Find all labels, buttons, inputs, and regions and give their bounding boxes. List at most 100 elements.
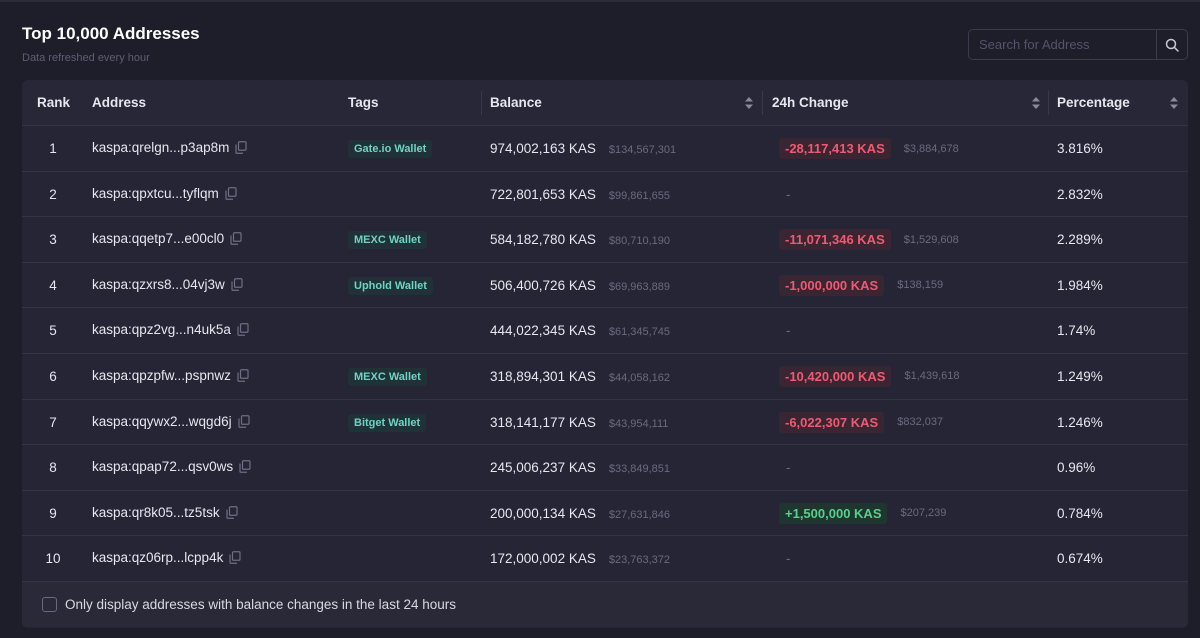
address-cell: kaspa:qr8k05...tz5tsk <box>92 505 238 520</box>
balance-cell: 506,400,726 KAS $69,963,889 <box>490 278 670 293</box>
column-header-rank: Rank <box>37 95 71 110</box>
balance-usd: $43,954,111 <box>608 417 669 430</box>
change-kas-badge: -11,071,346 KAS <box>779 229 891 251</box>
address-cell: kaspa:qpxtcu...tyflqm <box>92 186 237 201</box>
change-usd: $207,239 <box>900 507 947 520</box>
rank-cell: 4 <box>49 277 57 293</box>
sort-icon[interactable] <box>744 96 754 110</box>
change-cell: -6,022,307 KAS $832,037 <box>779 411 944 433</box>
balance-kas: 444,022,345 KAS <box>490 323 596 339</box>
percentage-cell: 1.249% <box>1057 368 1103 384</box>
copy-icon[interactable] <box>225 505 238 519</box>
balance-cell: 722,801,653 KAS $99,861,655 <box>490 187 670 202</box>
change-empty: - <box>786 323 791 339</box>
change-kas-badge: -10,420,000 KAS <box>779 365 892 387</box>
table-row[interactable]: 8 kaspa:qpap72...qsv0ws 245,006,237 KAS … <box>22 445 1188 491</box>
change-kas-badge: -6,022,307 KAS <box>779 411 885 433</box>
percentage-cell: 1.246% <box>1057 414 1103 430</box>
column-header-percentage[interactable]: Percentage <box>1057 95 1130 110</box>
rank-cell: 2 <box>49 186 57 202</box>
address-cell: kaspa:qrelgn...p3ap8m <box>92 140 247 155</box>
balance-usd: $23,763,372 <box>608 554 671 567</box>
balance-kas: 318,141,177 KAS <box>490 414 596 430</box>
balance-cell: 318,894,301 KAS $44,058,162 <box>490 369 670 384</box>
balance-usd: $99,861,655 <box>608 189 671 202</box>
top-border <box>0 0 1200 2</box>
balance-cell: 318,141,177 KAS $43,954,111 <box>490 415 668 430</box>
change-cell: -1,000,000 KAS $138,159 <box>779 274 944 296</box>
address-cell: kaspa:qqywx2...wqgd6j <box>92 414 250 429</box>
table-row[interactable]: 5 kaspa:qpz2vg...n4uk5a 444,022,345 KAS … <box>22 308 1188 354</box>
table-row[interactable]: 9 kaspa:qr8k05...tz5tsk 200,000,134 KAS … <box>22 490 1188 537</box>
copy-icon[interactable] <box>235 141 247 154</box>
column-divider <box>481 91 482 115</box>
wallet-tag-badge: MEXC Wallet <box>348 231 427 250</box>
copy-icon[interactable] <box>237 414 250 428</box>
rank-cell: 9 <box>49 505 57 521</box>
table-row[interactable]: 10 kaspa:qz06rp...lcpp4k 172,000,002 KAS… <box>22 536 1188 582</box>
rank-cell: 7 <box>49 414 57 430</box>
column-header-address: Address <box>92 95 147 110</box>
address-link[interactable]: kaspa:qqywx2...wqgd6j <box>92 413 232 429</box>
copy-icon[interactable] <box>231 277 243 291</box>
address-link[interactable]: kaspa:qzxrs8...04vj3w <box>92 276 225 292</box>
percentage-cell: 1.74% <box>1057 323 1096 339</box>
table-row[interactable]: 7 kaspa:qqywx2...wqgd6j Bitget Wallet 31… <box>22 399 1188 446</box>
balance-usd: $27,631,846 <box>608 508 671 521</box>
percentage-cell: 3.816% <box>1057 141 1103 156</box>
table-row[interactable]: 3 kaspa:qqetp7...e00cl0 MEXC Wallet 584,… <box>22 217 1188 263</box>
column-header-balance[interactable]: Balance <box>490 95 542 110</box>
change-cell: +1,500,000 KAS $207,239 <box>779 502 947 524</box>
column-divider <box>1048 91 1049 115</box>
change-kas-badge: -1,000,000 KAS <box>779 274 885 296</box>
column-header-24h-change[interactable]: 24h Change <box>772 95 849 110</box>
wallet-tag-badge: Uphold Wallet <box>348 276 433 295</box>
search-icon <box>1165 38 1179 52</box>
balance-cell: 245,006,237 KAS $33,849,851 <box>490 460 670 475</box>
search-button[interactable] <box>1156 30 1187 59</box>
change-usd: $138,159 <box>897 279 944 292</box>
table-row[interactable]: 6 kaspa:qpzpfw...pspnwz MEXC Wallet 318,… <box>22 353 1188 400</box>
rank-cell: 8 <box>49 460 57 476</box>
column-divider <box>762 91 763 115</box>
balance-kas: 506,400,726 KAS <box>490 277 596 293</box>
copy-icon[interactable] <box>229 551 241 565</box>
address-link[interactable]: kaspa:qpap72...qsv0ws <box>92 459 234 475</box>
address-link[interactable]: kaspa:qr8k05...tz5tsk <box>92 504 220 520</box>
balance-change-filter-checkbox[interactable] <box>42 596 57 612</box>
address-link[interactable]: kaspa:qqetp7...e00cl0 <box>92 231 225 247</box>
table-row[interactable]: 4 kaspa:qzxrs8...04vj3w Uphold Wallet 50… <box>22 262 1188 309</box>
percentage-cell: 0.96% <box>1057 460 1096 476</box>
address-search <box>968 29 1188 60</box>
copy-icon[interactable] <box>230 232 242 246</box>
balance-cell: 200,000,134 KAS $27,631,846 <box>490 506 670 521</box>
wallet-tag-badge: Gate.io Wallet <box>348 140 433 158</box>
change-usd: $832,037 <box>897 416 944 429</box>
balance-cell: 584,182,780 KAS $80,710,190 <box>490 232 670 247</box>
address-link[interactable]: kaspa:qpzpfw...pspnwz <box>92 367 231 383</box>
address-link[interactable]: kaspa:qpxtcu...tyflqm <box>92 185 219 201</box>
table-row[interactable]: 1 kaspa:qrelgn...p3ap8m Gate.io Wallet 9… <box>22 126 1188 172</box>
balance-usd: $134,567,301 <box>608 144 677 156</box>
table-row[interactable]: 2 kaspa:qpxtcu...tyflqm 722,801,653 KAS … <box>22 171 1188 218</box>
balance-usd: $80,710,190 <box>608 235 671 248</box>
address-cell: kaspa:qpzpfw...pspnwz <box>92 368 249 383</box>
sort-icon[interactable] <box>1169 96 1179 110</box>
change-usd: $1,439,618 <box>904 370 960 383</box>
copy-icon[interactable] <box>237 323 249 337</box>
page-title: Top 10,000 Addresses <box>22 24 200 43</box>
sort-icon[interactable] <box>1031 96 1041 110</box>
search-input[interactable] <box>969 30 1156 59</box>
filter-bar: Only display addresses with balance chan… <box>22 581 1188 627</box>
copy-icon[interactable] <box>237 369 249 382</box>
address-link[interactable]: kaspa:qz06rp...lcpp4k <box>92 550 224 566</box>
balance-kas: 245,006,237 KAS <box>490 460 596 476</box>
copy-icon[interactable] <box>225 186 237 200</box>
change-usd: $1,529,608 <box>903 233 959 246</box>
copy-icon[interactable] <box>239 460 251 474</box>
address-link[interactable]: kaspa:qpz2vg...n4uk5a <box>92 322 231 338</box>
address-link[interactable]: kaspa:qrelgn...p3ap8m <box>92 140 230 155</box>
balance-kas: 584,182,780 KAS <box>490 232 596 248</box>
balance-change-filter-label[interactable]: Only display addresses with balance chan… <box>65 596 456 612</box>
change-kas-badge: +1,500,000 KAS <box>779 502 888 524</box>
